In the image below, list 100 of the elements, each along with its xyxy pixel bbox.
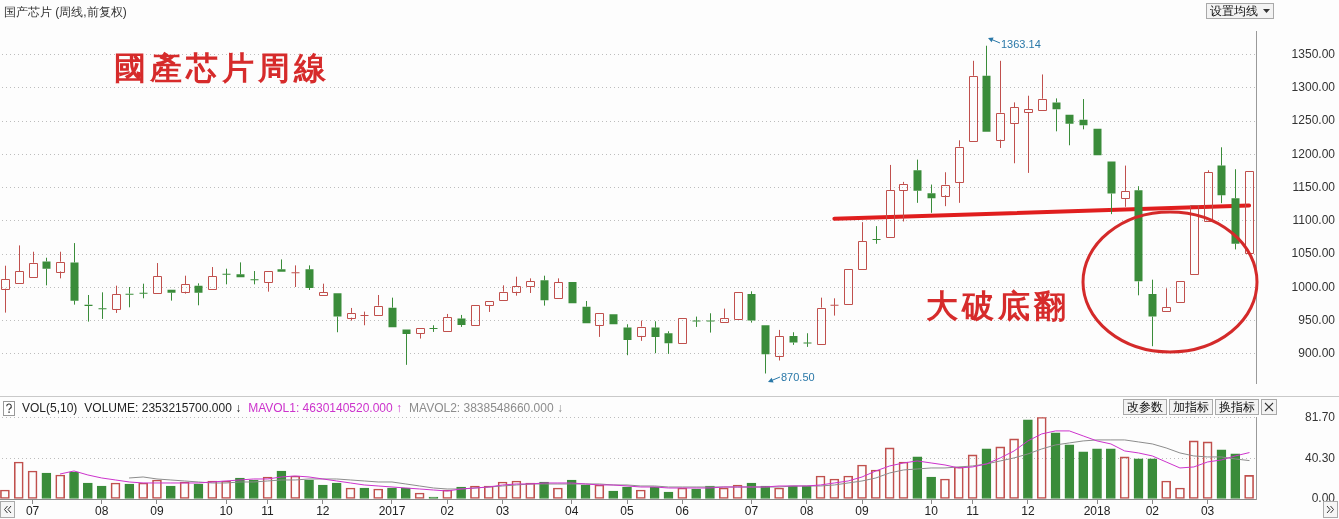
candlestick [609,314,618,325]
chart-title: 国产芯片 (周线,前复权) [4,4,127,20]
candlestick [761,325,770,374]
candlestick [264,271,273,293]
candlestick [471,305,480,326]
candlestick [1245,171,1254,254]
x-tick-label: 10 [219,503,234,518]
candlestick [457,314,466,328]
y-tick-label: 1050.00 [1291,246,1336,261]
candlestick [1162,287,1171,312]
x-tick-label: 11 [261,503,275,518]
candlestick [443,313,452,332]
candlestick [416,328,425,340]
bar [304,479,314,499]
bar [1133,458,1144,499]
candlestick [678,318,687,344]
y-tick-label: 1350.00 [1291,46,1336,61]
bar [926,476,936,499]
candlestick [1217,146,1226,204]
text: MAVOL1: 4630140520.000 ↑ [248,400,403,416]
candlestick [747,290,756,324]
candlestick [1,265,10,314]
y-tick-label: 81.70 [1304,409,1336,424]
x-tick-label: 2017 [378,503,406,518]
candlestick [817,297,826,345]
x-tick-label: 03 [495,503,510,518]
candlestick [803,332,812,348]
y-tick-label: 1150.00 [1292,179,1336,194]
candlestick [222,268,231,285]
candlestick [830,297,839,317]
x-tick-label: 09 [855,503,870,518]
text: MAVOL2: 3838548660.000 ↓ [409,400,563,416]
bar [1078,451,1089,499]
x-tick-label: 07 [744,503,759,518]
candlestick [1038,73,1047,111]
bar [248,479,259,499]
y-tick-label: 1250.00 [1291,113,1336,128]
x-tick-label: 12 [316,503,330,518]
bar [1106,448,1116,499]
candlestick [872,225,881,245]
candlestick [1024,95,1033,174]
bar [1230,453,1241,499]
x-tick-label: 02 [440,503,455,518]
candlestick [734,292,743,320]
x-tick-label: 10 [924,503,939,518]
candlestick [277,258,286,272]
y-tick-label: 1300.00 [1291,80,1336,95]
candlestick [305,264,314,291]
candlestick [1134,185,1143,296]
candlestick [1107,161,1116,215]
candlestick [969,60,978,142]
candlestick [98,291,107,320]
bar [69,471,79,499]
bar [83,482,93,499]
candlestick [153,262,162,294]
x-tick-label: 06 [675,503,690,518]
x-tick-label: 08 [800,503,814,518]
candlestick [56,251,65,279]
candlestick [664,330,673,355]
x-tick-label: 04 [565,503,579,518]
candlestick [582,300,591,324]
y-tick-label: 950.00 [1298,312,1336,327]
candlestick [526,277,535,294]
button: 改参数 [1123,399,1167,415]
candlestick [955,139,964,204]
x-tick-label: 02 [1145,503,1160,518]
candlestick [706,312,715,334]
candlestick [250,270,259,285]
candlestick [15,244,24,284]
candlestick [637,320,646,342]
bar [1147,458,1158,499]
candlestick [941,171,950,207]
candlestick [720,308,729,323]
candlestick [1121,165,1130,208]
candlestick [167,289,176,302]
bar [331,482,342,499]
bar [1064,444,1075,499]
candlestick [236,261,245,278]
annotation: 國產芯片周線 [114,49,330,87]
y-tick-label: 900.00 [1298,346,1336,361]
candlestick [1052,97,1061,132]
candlestick [844,269,853,305]
candlestick [595,313,604,338]
annotation: 870.50 [781,371,815,384]
text: VOL(5,10) [22,400,78,416]
annotation: 大破底翻 [926,287,1070,325]
text: VOLUME: 2353215700.000 ↓ [84,400,242,416]
y-tick-label: 1000.00 [1291,279,1336,294]
candlestick [512,276,521,297]
candlestick [139,283,148,299]
candlestick [194,282,203,306]
candlestick [996,60,1005,149]
y-tick-label: 1100.00 [1292,213,1336,228]
bar [912,456,923,499]
candlestick [291,264,300,288]
candlestick [1148,279,1157,347]
button: 加指标 [1169,399,1213,415]
candlestick [374,294,383,316]
candlestick [1204,169,1213,222]
candlestick [70,242,79,306]
